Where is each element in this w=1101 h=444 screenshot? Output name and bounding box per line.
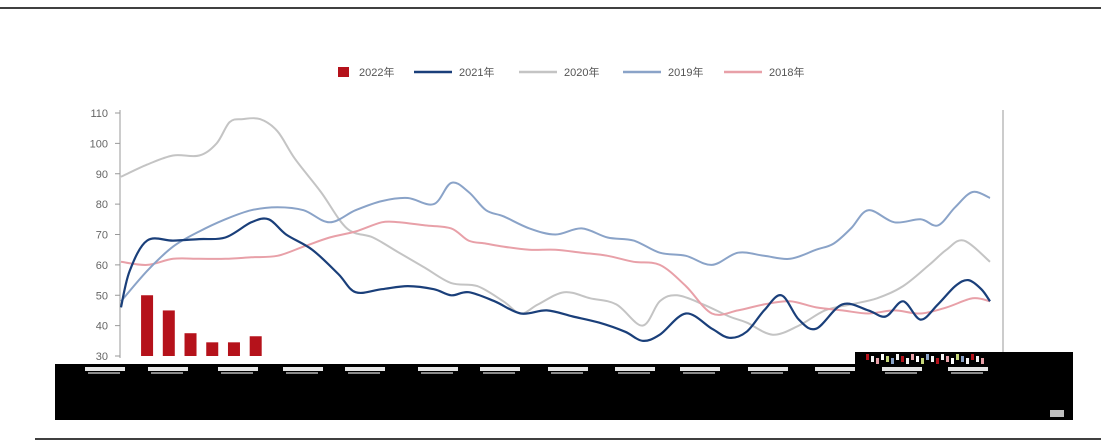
y-tick-label: 80: [96, 199, 108, 211]
x-tick-scribble: [615, 367, 655, 371]
legend-scribble: [916, 356, 919, 362]
legend-scribble: [886, 356, 889, 362]
legend-item-2018: 2018年: [724, 65, 804, 79]
legend-scribble: [961, 356, 964, 362]
x-tick-scribble: [683, 372, 715, 374]
bar-series-group: [141, 295, 262, 356]
x-tick-scribble: [618, 372, 650, 374]
x-tick-scribble: [221, 372, 253, 374]
legend-item-2019: 2019年: [623, 65, 703, 79]
x-tick-scribble: [680, 367, 720, 371]
legend-scribble: [896, 354, 899, 360]
x-tick-scribble: [418, 367, 458, 371]
legend-scribble: [981, 358, 984, 364]
x-tick-scribble: [148, 367, 188, 371]
line-series-group: [119, 117, 991, 342]
x-tick-scribble: [951, 372, 983, 374]
bar-2022: [184, 333, 197, 356]
x-tick-scribble: [548, 367, 588, 371]
bar-2022: [162, 310, 175, 356]
legend-label: 2020年: [564, 65, 599, 79]
legend: 2022年 2021年 2020年 2019年 2018年: [338, 65, 804, 79]
y-tick-label: 110: [90, 108, 108, 120]
legend-scribble: [931, 356, 934, 362]
legend-label: 2019年: [668, 65, 703, 79]
legend-scribble: [946, 356, 949, 362]
legend-scribble: [891, 358, 894, 364]
legend-scribble: [911, 354, 914, 360]
legend-scribble: [866, 354, 869, 360]
legend-scribble: [906, 358, 909, 364]
y-axis-ticks: 30 40 50 60 70 80 90 100 110: [90, 108, 120, 363]
x-tick-scribble: [421, 372, 453, 374]
x-tick-scribble: [748, 367, 788, 371]
legend-scribble: [881, 354, 884, 360]
y-tick-label: 60: [96, 260, 108, 272]
x-tick-scribble: [151, 372, 183, 374]
x-tick-scribble: [882, 367, 922, 371]
x-tick-scribble: [85, 367, 125, 371]
y-tick-label: 100: [90, 138, 108, 150]
x-tick-scribble: [348, 372, 380, 374]
legend-scribble: [901, 356, 904, 362]
y-tick-label: 30: [96, 351, 108, 363]
legend-item-2021: 2021年: [414, 65, 494, 79]
legend-scribble: [941, 354, 944, 360]
legend-scribble: [956, 354, 959, 360]
legend-scribble: [951, 358, 954, 364]
x-tick-scribble: [815, 367, 855, 371]
bar-2022: [249, 336, 262, 356]
x-tick-scribble: [480, 367, 520, 371]
x-tick-scribble: [88, 372, 120, 374]
bar-2022: [141, 295, 154, 356]
line-2018: [120, 220, 991, 316]
legend-scribble: [936, 358, 939, 364]
legend-scribble: [871, 356, 874, 362]
x-tick-scribble: [345, 367, 385, 371]
x-tick-scribble: [286, 372, 318, 374]
y-tick-label: 40: [96, 321, 108, 333]
legend-scribble: [921, 358, 924, 364]
legend-label: 2022年: [359, 65, 394, 79]
legend-item-2020: 2020年: [519, 65, 599, 79]
legend-label: 2021年: [459, 65, 494, 79]
legend-scribble: [926, 354, 929, 360]
bar-2022: [206, 342, 219, 356]
x-tick-scribble: [948, 367, 988, 371]
y-tick-label: 70: [96, 230, 108, 242]
legend-scribble: [971, 354, 974, 360]
legend-label: 2018年: [769, 65, 804, 79]
legend-scribble: [876, 358, 879, 364]
x-tick-scribble: [885, 372, 917, 374]
legend-swatch: [338, 67, 349, 77]
line-2021: [119, 217, 991, 342]
legend-scribble: [976, 356, 979, 362]
legend-scribble: [966, 358, 969, 364]
corner-mark: [1050, 410, 1064, 417]
bar-2022: [227, 342, 240, 356]
x-tick-scribble: [551, 372, 583, 374]
x-tick-scribble: [818, 372, 850, 374]
line-2019: [120, 181, 991, 302]
line-2020: [120, 117, 991, 336]
x-axis-tick-labels-illegible: [85, 354, 988, 374]
x-tick-scribble: [483, 372, 515, 374]
x-tick-scribble: [283, 367, 323, 371]
y-tick-label: 90: [96, 169, 108, 181]
x-tick-scribble: [218, 367, 258, 371]
y-tick-label: 50: [96, 290, 108, 302]
legend-item-2022: 2022年: [338, 65, 394, 79]
x-tick-scribble: [751, 372, 783, 374]
